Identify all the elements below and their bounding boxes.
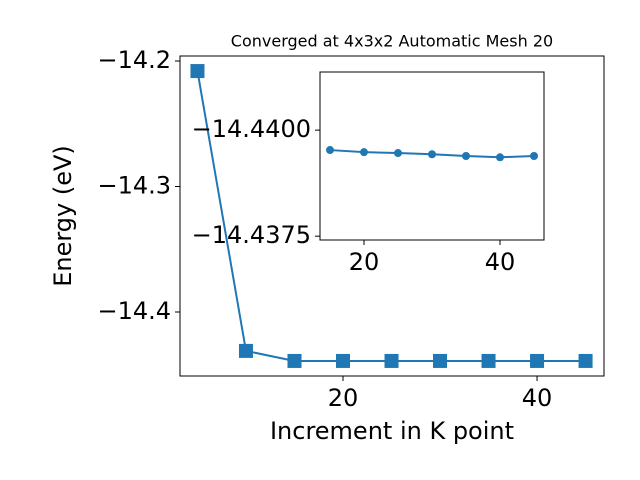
y-tick-label: −14.4 — [97, 297, 171, 325]
marker — [496, 153, 505, 162]
y-tick-label: −14.4400 — [192, 115, 311, 143]
x-axis-label: Increment in K point — [270, 417, 514, 445]
marker — [428, 150, 436, 159]
x-tick-label: 40 — [485, 248, 516, 276]
marker — [190, 64, 205, 79]
chart-title: Converged at 4x3x2 Automatic Mesh 20 — [231, 32, 553, 51]
marker — [393, 149, 402, 158]
marker — [336, 353, 351, 368]
y-axis-label: Energy (eV) — [49, 145, 77, 287]
marker — [578, 353, 593, 368]
x-tick-label: 40 — [522, 384, 553, 412]
marker — [530, 353, 545, 368]
marker — [359, 148, 368, 157]
marker — [287, 353, 302, 368]
marker — [238, 343, 253, 358]
x-tick-label: 20 — [349, 248, 380, 276]
y-tick-label: −14.4375 — [192, 221, 311, 249]
marker — [481, 353, 496, 368]
marker — [462, 152, 471, 160]
x-tick-label: 20 — [328, 384, 359, 412]
marker — [384, 353, 399, 368]
marker — [433, 353, 448, 368]
marker — [530, 152, 539, 160]
y-tick-label: −14.2 — [97, 46, 171, 74]
y-tick-label: −14.3 — [97, 172, 171, 200]
marker — [325, 146, 334, 155]
